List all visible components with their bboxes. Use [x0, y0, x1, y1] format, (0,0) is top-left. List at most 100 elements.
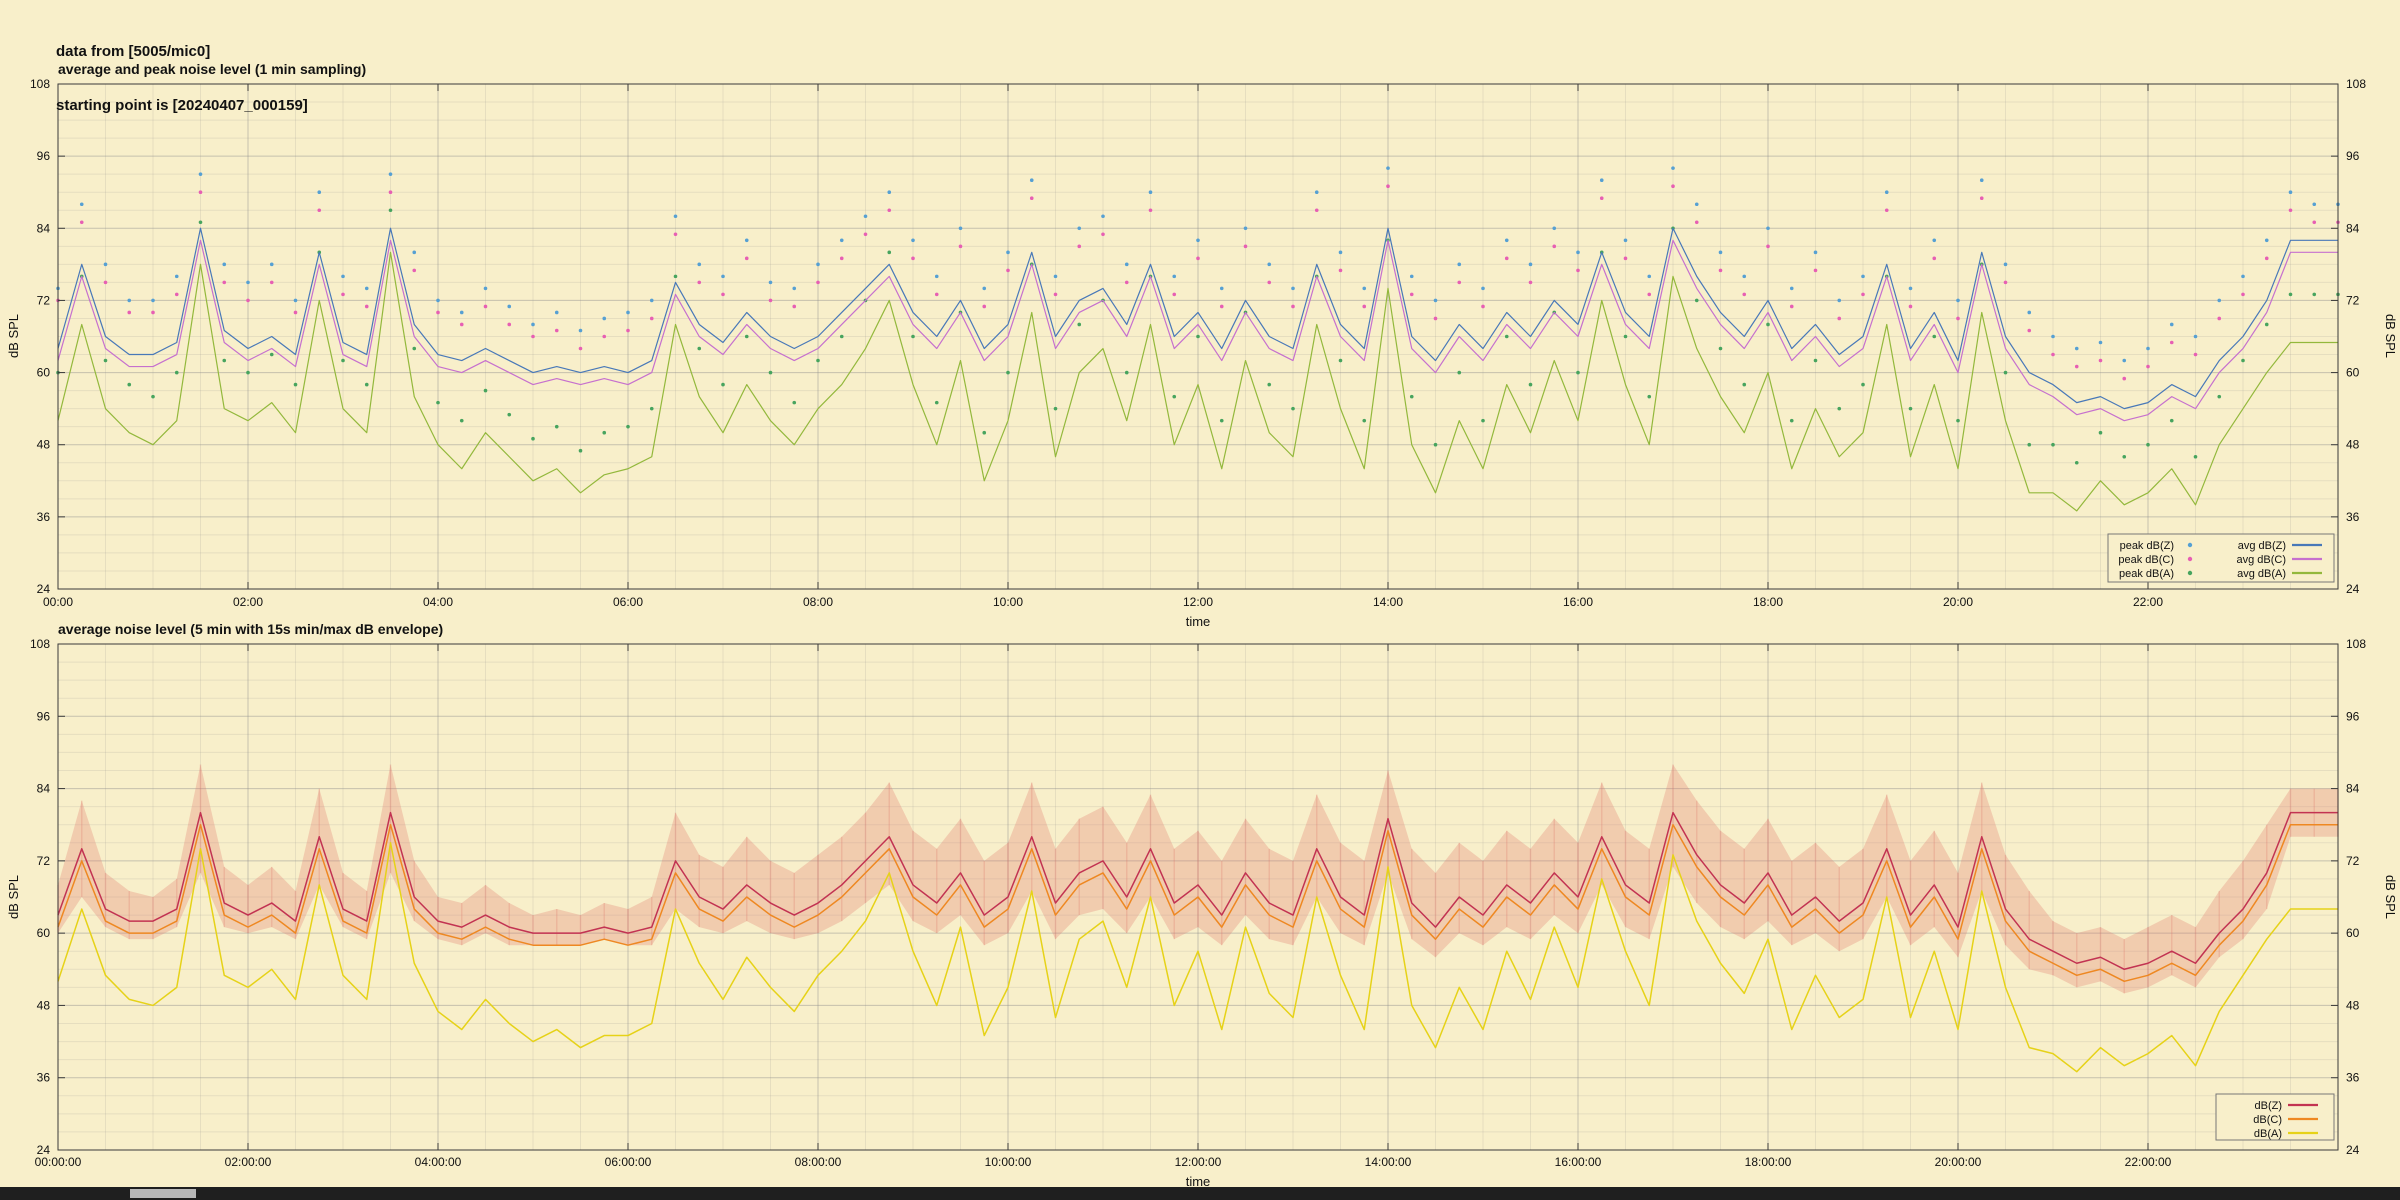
dot-peak-dba — [602, 430, 607, 435]
dot-peak-dbc — [1528, 280, 1533, 285]
dot-peak-dbc — [1006, 268, 1010, 273]
y-tick-label-left: 24 — [37, 1143, 51, 1157]
dot-peak-dba — [2003, 370, 2008, 375]
dot-peak-dbz — [792, 286, 797, 291]
dot-peak-dbc — [744, 256, 749, 261]
dot-peak-dbc — [1789, 304, 1794, 309]
dot-peak-dba — [911, 334, 915, 339]
dot-peak-dbc — [1314, 208, 1319, 213]
dot-peak-dbz — [103, 262, 108, 267]
dot-peak-dbz — [911, 238, 915, 243]
bottom-x-axis-label: time — [1186, 1174, 1211, 1189]
y-tick-label-left: 96 — [37, 709, 51, 723]
top-x-axis-label: time — [1186, 614, 1211, 629]
dot-peak-dbz — [602, 316, 607, 321]
dot-peak-dbc — [103, 280, 108, 285]
y-tick-label-left: 24 — [37, 582, 51, 596]
dot-peak-dbc — [768, 298, 773, 303]
y-tick-label-left: 48 — [37, 998, 51, 1012]
dot-peak-dbc — [1908, 304, 1913, 309]
dot-peak-dbc — [1932, 256, 1937, 261]
dot-peak-dbc — [2217, 316, 2222, 321]
dot-peak-dbz — [1647, 274, 1652, 279]
dot-peak-dbz — [2027, 310, 2032, 315]
dot-peak-dba — [151, 394, 155, 399]
dot-peak-dbc — [198, 190, 203, 195]
dot-peak-dbz — [198, 172, 203, 176]
y-tick-label-right: 96 — [2346, 149, 2360, 163]
dot-peak-dbz — [1766, 226, 1770, 231]
dot-peak-dbz — [2193, 334, 2198, 339]
dot-peak-dba — [103, 358, 108, 363]
dot-peak-dbz — [1552, 226, 1557, 231]
dot-peak-dbc — [1504, 256, 1509, 261]
dot-peak-dba — [2146, 442, 2150, 447]
dot-peak-dba — [649, 406, 654, 411]
dot-peak-dbc — [269, 280, 274, 285]
dot-peak-dba — [768, 370, 773, 375]
y-tick-label-left: 48 — [37, 438, 51, 452]
dot-peak-dba — [1006, 370, 1010, 375]
dot-peak-dbz — [1219, 286, 1224, 291]
dot-peak-dbz — [1956, 298, 1960, 303]
dot-peak-dbz — [1362, 286, 1367, 291]
x-tick-label: 06:00 — [613, 595, 643, 609]
dot-peak-dba — [2193, 454, 2198, 459]
legend-label: dB(A) — [2254, 1128, 2282, 1140]
dot-peak-dbc — [1172, 292, 1177, 297]
dot-peak-dba — [1694, 298, 1699, 303]
dot-peak-dbz — [1291, 286, 1295, 291]
dot-peak-dbc — [1101, 232, 1105, 237]
dot-peak-dbz — [1433, 298, 1438, 303]
y-tick-label-right: 72 — [2346, 854, 2360, 868]
dot-peak-dbz — [293, 298, 298, 303]
dot-peak-dbz — [982, 286, 987, 291]
x-tick-label: 20:00:00 — [1935, 1155, 1982, 1169]
dot-peak-dbc — [887, 208, 892, 213]
x-tick-label: 14:00 — [1373, 595, 1403, 609]
dot-peak-dba — [1172, 394, 1177, 399]
dot-peak-dbz — [1837, 298, 1842, 303]
dot-peak-dbz — [1314, 190, 1319, 195]
dot-peak-dba — [2098, 430, 2103, 435]
dot-peak-dbz — [341, 274, 345, 279]
dot-peak-dbz — [1029, 178, 1034, 182]
dot-peak-dbc — [246, 298, 250, 303]
dot-peak-dba — [1291, 406, 1295, 411]
dot-peak-dbz — [1742, 274, 1747, 279]
dot-peak-dbc — [2241, 292, 2245, 297]
dot-peak-dba — [2074, 460, 2079, 465]
dot-peak-dbz — [388, 172, 393, 176]
dot-peak-dbz — [1599, 178, 1604, 182]
dot-peak-dba — [1576, 370, 1580, 375]
x-tick-label: 18:00 — [1753, 595, 1783, 609]
taskbar-item[interactable] — [130, 1189, 196, 1198]
dot-peak-dbc — [151, 310, 155, 315]
taskbar — [0, 1187, 2400, 1200]
x-tick-label: 12:00 — [1183, 595, 1213, 609]
dot-peak-dba — [887, 250, 892, 255]
dot-peak-dbz — [816, 262, 820, 267]
dot-peak-dba — [246, 370, 250, 375]
x-tick-label: 10:00 — [993, 595, 1023, 609]
dot-peak-dbc — [1813, 268, 1818, 273]
top-y-axis-label-left: dB SPL — [6, 314, 21, 358]
y-tick-label-right: 72 — [2346, 293, 2360, 307]
dot-peak-dba — [1956, 418, 1960, 423]
x-tick-label: 02:00 — [233, 595, 263, 609]
envelope-band — [58, 764, 2338, 994]
bottom-y-axis-label-right: dB SPL — [2383, 875, 2398, 919]
dot-peak-dba — [364, 382, 369, 387]
dot-peak-dbz — [459, 310, 464, 315]
dot-peak-dbc — [863, 232, 868, 237]
line-avg-dba — [57, 251, 2338, 512]
legend-label: avg dB(C) — [2236, 554, 2286, 566]
x-tick-label: 08:00 — [803, 595, 833, 609]
dot-peak-dba — [1908, 406, 1913, 411]
dot-peak-dbz — [2217, 298, 2222, 303]
dot-peak-dbc — [388, 190, 393, 195]
x-tick-label: 14:00:00 — [1365, 1155, 1412, 1169]
dot-peak-dbz — [839, 238, 844, 243]
x-tick-label: 18:00:00 — [1745, 1155, 1792, 1169]
dot-peak-dbc — [1196, 256, 1200, 261]
